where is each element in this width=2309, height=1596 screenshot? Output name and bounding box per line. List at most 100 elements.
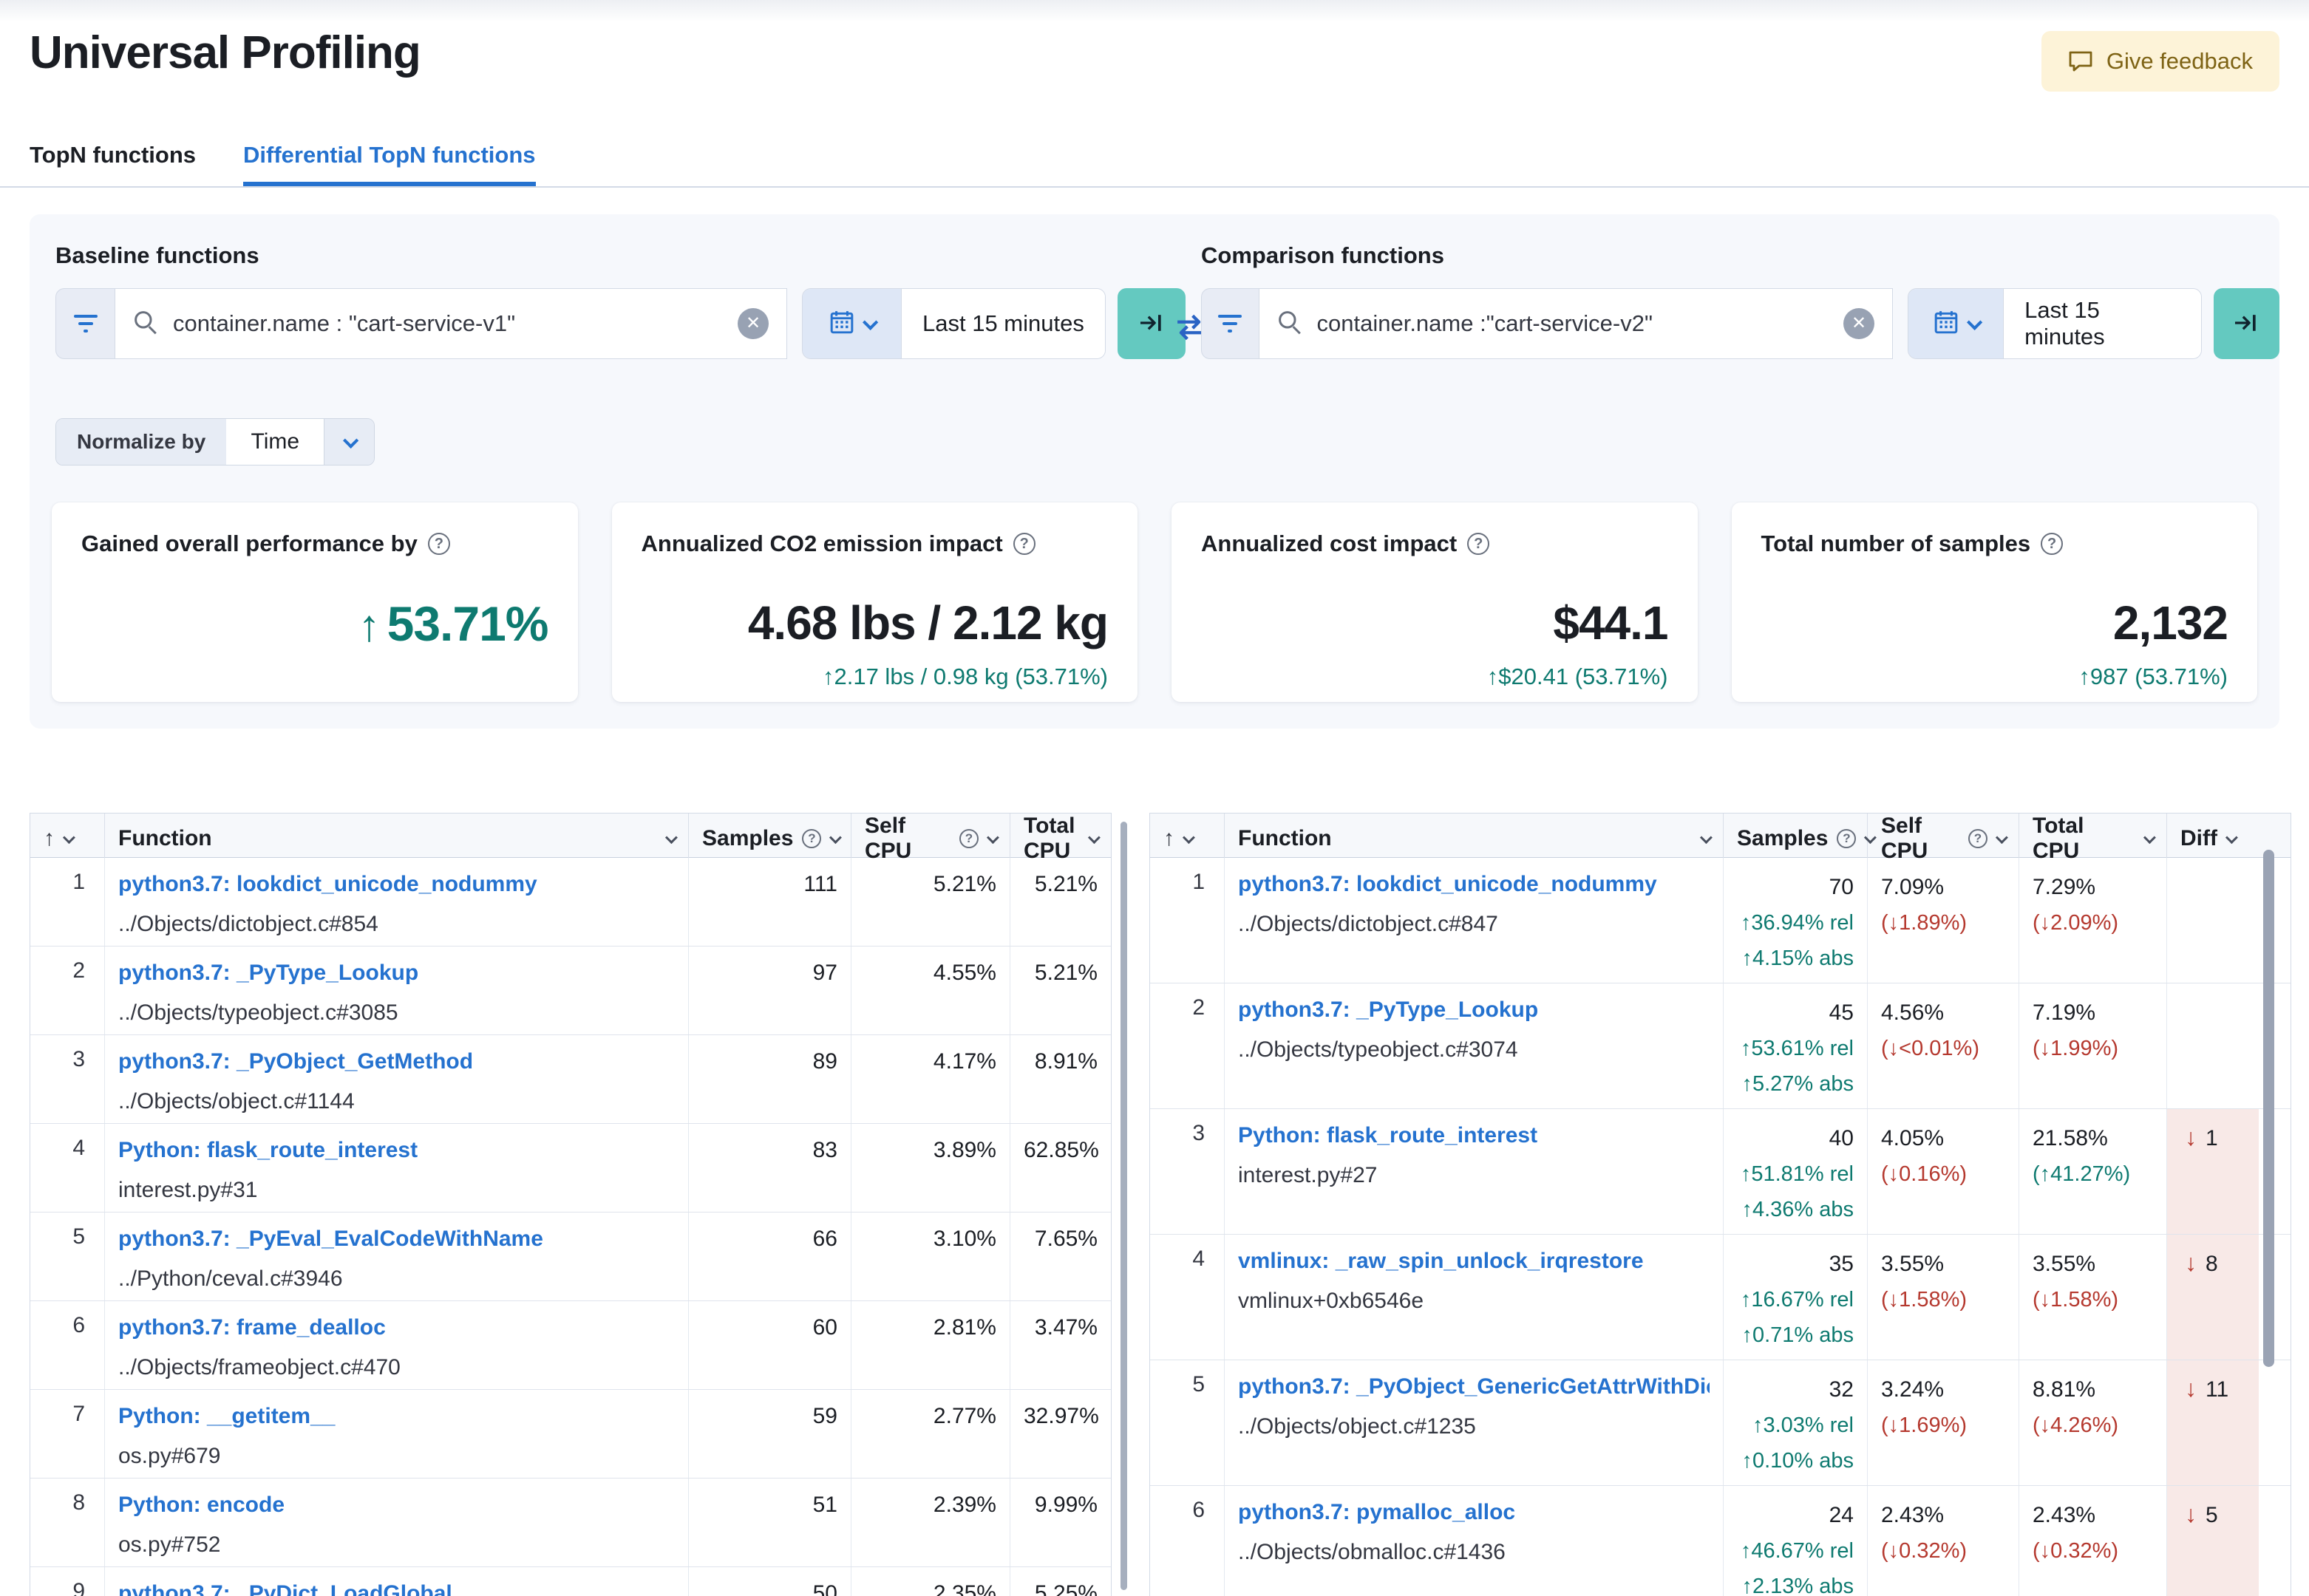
question-in-circle-icon: ? [802, 829, 822, 848]
comparison-calendar-button[interactable] [1908, 289, 2004, 358]
comparison-apply-button[interactable] [2213, 288, 2279, 359]
arrow-down-icon: ↓ [2185, 1501, 2197, 1527]
baseline-apply-button[interactable] [1117, 288, 1186, 359]
total-cpu-value: 2.43% [2033, 1503, 2096, 1527]
function-link[interactable]: python3.7: lookdict_unicode_nodummy [1238, 872, 1657, 896]
samples-abs-change: ↑0.10% abs [1741, 1449, 1854, 1473]
comparison-table-scrollbar[interactable] [2263, 850, 2274, 1367]
self-cpu-value: 7.09% [1881, 875, 1945, 899]
table-row: 4 Python: flask_route_interest interest.p… [30, 1124, 1111, 1213]
function-source: ../Objects/dictobject.c#847 [1238, 912, 1498, 936]
samples-value: 35 [1829, 1252, 1854, 1276]
comparison-query-input[interactable] [1316, 310, 1829, 337]
comparison-clear-icon[interactable]: ✕ [1843, 308, 1875, 339]
function-link[interactable]: python3.7: _PyType_Lookup [118, 961, 419, 985]
column-header-rank[interactable]: ↑ [1150, 814, 1224, 864]
function-link[interactable]: python3.7: _PyObject_GetMethod [118, 1049, 474, 1074]
function-source: ../Objects/object.c#1235 [1238, 1414, 1476, 1439]
function-link[interactable]: Python: flask_route_interest [118, 1138, 418, 1162]
baseline-table-scrollbar[interactable] [1121, 822, 1127, 1590]
comparison-filter-button[interactable] [1201, 288, 1259, 359]
function-source: ../Objects/obmalloc.c#1436 [1238, 1540, 1506, 1564]
chevron-down-icon [863, 314, 879, 330]
samples-value: 70 [1829, 875, 1854, 899]
card-title: Annualized CO2 emission impact [641, 531, 1003, 556]
filter-icon [1218, 315, 1242, 318]
table-row: 5 python3.7: _PyObject_GenericGetAttrWit… [1150, 1360, 2291, 1486]
chevron-down-icon [986, 831, 999, 845]
comparison-search-box: ✕ [1258, 288, 1894, 359]
normalize-by-control: Normalize by Time [55, 418, 375, 466]
function-link[interactable]: python3.7: _PyDict_LoadGlobal [118, 1581, 452, 1596]
table-row: 2 python3.7: _PyType_Lookup ../Objects/ty… [30, 947, 1111, 1035]
give-feedback-label: Give feedback [2106, 48, 2253, 74]
samples-rel-change: ↑51.81% rel [1740, 1162, 1854, 1186]
function-link[interactable]: Python: __getitem__ [118, 1404, 336, 1428]
self-cpu-diff: (↓1.89%) [1881, 911, 1968, 935]
normalize-chevron-button[interactable] [324, 419, 375, 465]
table-row: 6 python3.7: pymalloc_alloc ../Objects/ob… [1150, 1486, 2291, 1596]
card-total-samples: Total number of samples ? 2,132 ↑987 (53… [1731, 502, 2257, 702]
baseline-filter-button[interactable] [55, 288, 115, 359]
rank-diff-cell: ↓ 11 [2166, 1360, 2259, 1485]
rank-diff-cell: ↓ 1 [2166, 1109, 2259, 1234]
summary-cards: Gained overall performance by ? ↑ 53.71% … [52, 502, 2257, 702]
column-header-total-cpu[interactable]: Total CPU [1010, 814, 1111, 864]
function-link[interactable]: python3.7: _PyEval_EvalCodeWithName [118, 1227, 543, 1251]
baseline-query-input[interactable] [173, 310, 723, 337]
column-header-function[interactable]: Function [1224, 814, 1723, 864]
comparison-filter-group: Comparison functions ✕ [1201, 242, 2279, 359]
tab-topn-functions[interactable]: TopN functions [30, 142, 196, 168]
give-feedback-button[interactable]: Give feedback [2041, 31, 2279, 92]
function-link[interactable]: vmlinux: _raw_spin_unlock_irqrestore [1238, 1249, 1644, 1273]
question-in-circle-icon[interactable]: ? [1013, 533, 1036, 555]
total-cpu-diff: (↓1.99%) [2033, 1037, 2119, 1060]
self-cpu-value: 4.05% [1881, 1126, 1945, 1150]
table-row: 5 python3.7: _PyEval_EvalCodeWithName ../… [30, 1213, 1111, 1301]
arrow-up-icon: ↑ [358, 601, 381, 650]
question-in-circle-icon[interactable]: ? [427, 533, 450, 555]
column-header-self-cpu[interactable]: Self CPU ? [1867, 814, 2019, 864]
question-in-circle-icon[interactable]: ? [2041, 533, 2064, 555]
comparison-time-range[interactable]: Last 15 minutes [2004, 289, 2201, 358]
function-link[interactable]: python3.7: frame_dealloc [118, 1315, 386, 1340]
baseline-clear-icon[interactable]: ✕ [738, 308, 769, 339]
baseline-time-range[interactable]: Last 15 minutes [902, 289, 1105, 358]
column-header-total-cpu[interactable]: Total CPU [2019, 814, 2166, 864]
chevron-down-icon [829, 831, 843, 845]
question-in-circle-icon[interactable]: ? [1467, 533, 1490, 555]
function-link[interactable]: python3.7: _PyObject_GenericGetAttrWithD… [1238, 1374, 1710, 1399]
column-header-samples[interactable]: Samples ? [1723, 814, 1877, 864]
table-row: 6 python3.7: frame_dealloc ../Objects/fra… [30, 1301, 1111, 1390]
comparison-label: Comparison functions [1201, 242, 1444, 268]
column-header-samples[interactable]: Samples ? [688, 814, 851, 864]
baseline-calendar-button[interactable] [803, 289, 902, 358]
function-link[interactable]: python3.7: lookdict_unicode_nodummy [118, 872, 537, 896]
function-source: os.py#752 [118, 1532, 221, 1557]
function-link[interactable]: python3.7: pymalloc_alloc [1238, 1500, 1516, 1524]
function-link[interactable]: python3.7: _PyType_Lookup [1238, 998, 1539, 1022]
card-trend: ↑987 (53.71%) [2078, 664, 2228, 689]
rank-diff-cell: ↓ 8 [2166, 1235, 2259, 1360]
tab-differential-topn-functions[interactable]: Differential TopN functions [243, 124, 536, 186]
card-value: ↑ 53.71% [358, 596, 549, 651]
function-link[interactable]: Python: flask_route_interest [1238, 1123, 1538, 1147]
swap-sides-button[interactable] [1166, 304, 1214, 352]
column-header-diff[interactable]: Diff [2166, 814, 2259, 864]
samples-value: 32 [1829, 1377, 1854, 1402]
samples-abs-change: ↑2.13% abs [1741, 1575, 1854, 1596]
chevron-down-icon [1087, 831, 1101, 845]
column-header-self-cpu[interactable]: Self CPU ? [851, 814, 1010, 864]
apply-arrow-icon [2231, 308, 2261, 340]
arrow-down-icon: ↓ [2185, 1375, 2197, 1402]
chevron-down-icon [343, 432, 359, 449]
table-row: 2 python3.7: _PyType_Lookup ../Objects/ty… [1150, 983, 2291, 1109]
normalize-by-value[interactable]: Time [226, 419, 324, 465]
column-header-rank[interactable]: ↑ [30, 814, 104, 864]
total-cpu-value: 3.55% [2033, 1252, 2096, 1276]
column-header-function[interactable]: Function [104, 814, 688, 864]
chevron-down-icon [1995, 831, 2008, 845]
function-link[interactable]: Python: encode [118, 1493, 285, 1517]
samples-value: 45 [1829, 1000, 1854, 1025]
